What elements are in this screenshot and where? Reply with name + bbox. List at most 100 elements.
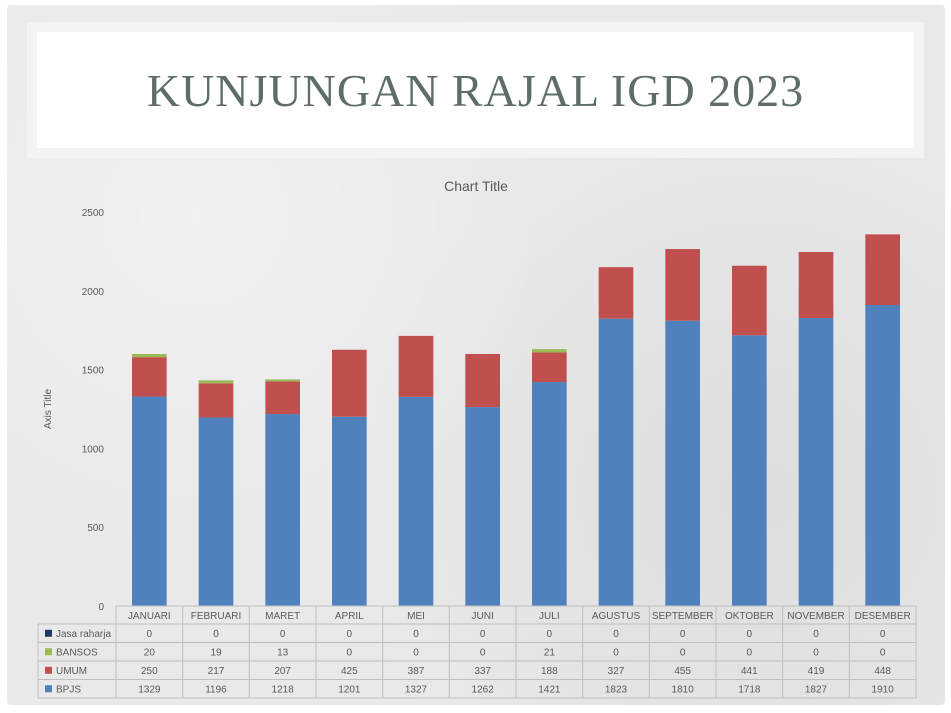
bar-bpjs [398, 396, 434, 606]
data-table-cell: 0 [213, 629, 219, 640]
data-table-cell: 0 [880, 629, 886, 640]
x-tick-label: MARET [265, 611, 300, 622]
data-table-cell: 1810 [672, 684, 695, 695]
data-table-cell: 1262 [472, 684, 495, 695]
data-table-cell: 1196 [205, 684, 227, 695]
bar-bpjs [665, 320, 700, 606]
bar-bpjs [798, 318, 834, 606]
data-table-cell: 0 [680, 647, 686, 658]
bar-bansos [198, 380, 234, 384]
bar-bpjs [865, 304, 900, 606]
data-table-cell: 0 [613, 629, 619, 640]
data-table-cell: 0 [747, 647, 753, 658]
data-table-cell: 1329 [138, 684, 161, 695]
data-table-cell: 327 [608, 666, 625, 677]
chart-title: Chart Title [444, 178, 508, 194]
bar-bpjs [332, 416, 367, 606]
data-table-cell: 0 [347, 629, 353, 640]
x-tick-label: JUNI [472, 611, 494, 622]
data-table-cell: 441 [741, 666, 758, 677]
data-table-cell: 0 [747, 629, 753, 640]
legend-label: UMUM [56, 666, 87, 677]
bar-group [132, 234, 900, 606]
data-table-cell: 1823 [605, 684, 628, 695]
y-tick-label: 2000 [82, 287, 105, 298]
data-table-cell: 0 [613, 647, 619, 658]
legend-key [45, 629, 52, 637]
data-table-cell: 455 [674, 666, 691, 677]
legend-label: Jasa raharja [56, 629, 111, 640]
x-tick-label: AGUSTUS [592, 611, 641, 622]
bar-bpjs [532, 382, 567, 606]
bar-umum [532, 352, 567, 383]
data-table-cell: 19 [210, 647, 222, 658]
data-table-cell: 188 [541, 666, 558, 677]
bar-bpjs [465, 407, 500, 606]
y-axis-title: Axis Title [43, 389, 54, 429]
slide-title: KUNJUNGAN RAJAL IGD 2023 [146, 64, 805, 116]
data-table-cell: 0 [147, 629, 153, 640]
bar-bpjs [732, 335, 767, 606]
legend-key [45, 685, 52, 693]
data-table-cell: 250 [141, 666, 158, 677]
x-tick-label: SEPTEMBER [652, 611, 714, 622]
data-table-cell: 0 [413, 629, 419, 640]
x-tick-label: DESEMBER [855, 611, 911, 622]
data-table-cell: 1327 [405, 684, 428, 695]
data-table-cell: 1421 [538, 684, 561, 695]
data-table-cell: 387 [408, 666, 425, 677]
title-inner: KUNJUNGAN RAJAL IGD 2023 [37, 32, 914, 148]
legend-key [45, 648, 52, 656]
x-tick-label: APRIL [335, 611, 364, 622]
y-tick-label: 1500 [82, 366, 105, 377]
y-axis-ticks: 0 500 1000 1500 2000 2500 [82, 208, 105, 613]
legend-key [45, 666, 52, 674]
data-table-cell: 0 [547, 629, 553, 640]
bar-bpjs [132, 396, 167, 606]
bar-umum [398, 335, 434, 397]
y-tick-label: 1000 [82, 444, 105, 455]
data-table-cell: 419 [808, 666, 825, 677]
bar-umum [732, 265, 767, 336]
data-table-cell: 1218 [272, 684, 295, 695]
data-table: JANUARI FEBRUARI MARET APRIL MEI JUNI JULI AGUS… [37, 605, 917, 699]
data-table-cell: 21 [544, 647, 556, 658]
y-tick-label: 0 [98, 602, 104, 613]
x-tick-label: JULI [539, 611, 560, 622]
legend-label: BPJS [56, 684, 81, 695]
bar-umum [465, 353, 500, 408]
bar-umum [865, 234, 900, 305]
bar-bansos [265, 379, 300, 382]
bar-umum [265, 381, 300, 415]
data-table-cell: 0 [280, 629, 286, 640]
x-tick-label: JANUARI [128, 611, 171, 622]
x-tick-label: NOVEMBER [787, 611, 844, 622]
data-table-cell: 448 [874, 666, 891, 677]
bar-umum [332, 349, 367, 417]
title-box: KUNJUNGAN RAJAL IGD 2023 [27, 22, 924, 158]
data-table-cell: 1201 [338, 684, 361, 695]
legend-label: BANSOS [56, 647, 98, 658]
bar-umum [132, 357, 167, 397]
data-table-cell: 13 [277, 647, 289, 658]
x-tick-label: OKTOBER [725, 611, 774, 622]
data-table-cell: 0 [347, 647, 353, 658]
data-table-cell: 337 [474, 666, 491, 677]
data-table-cell: 0 [880, 647, 886, 658]
data-table-cell: 1910 [872, 684, 895, 695]
data-table-cell: 1827 [805, 684, 828, 695]
bar-bansos [132, 353, 167, 358]
data-table-cell: 217 [208, 666, 225, 677]
data-table-cell: 0 [813, 647, 819, 658]
bar-umum [198, 383, 234, 418]
bar-bansos [532, 349, 567, 353]
y-tick-label: 2500 [82, 208, 105, 219]
data-table-cell: 207 [274, 666, 291, 677]
bar-umum [798, 252, 834, 319]
y-tick-label: 500 [87, 523, 104, 534]
bar-umum [665, 249, 700, 321]
bar-bpjs [598, 318, 634, 606]
data-table-cell: 0 [813, 629, 819, 640]
data-table-cell: 0 [480, 629, 486, 640]
